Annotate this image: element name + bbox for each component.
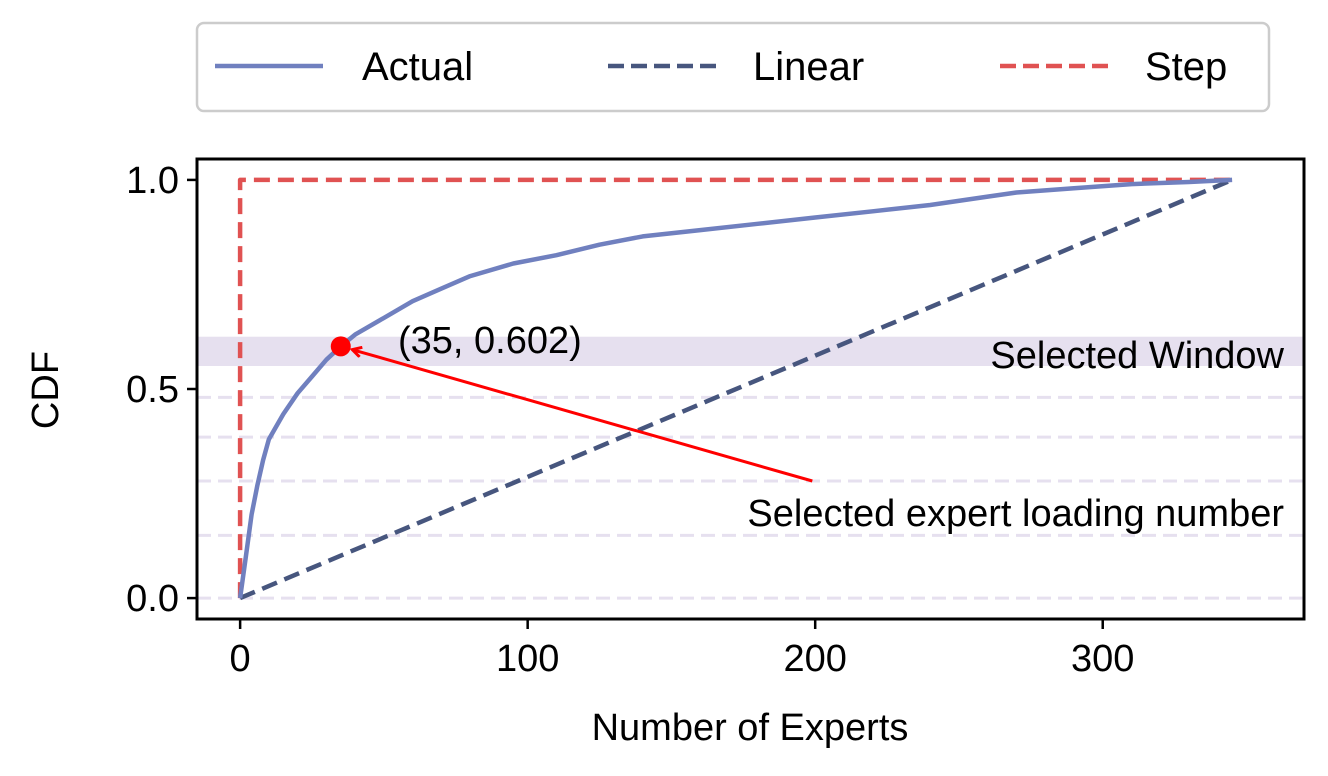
legend: Actual Linear Step	[195, 21, 1271, 113]
highlight-point	[330, 336, 351, 357]
series-linear-line	[239, 177, 1233, 601]
legend-box	[195, 21, 1271, 113]
series-step-line	[237, 177, 1233, 599]
series-actual-line	[237, 177, 1233, 599]
x-axis-label: Number of Experts	[592, 707, 909, 749]
y-tick-label: 1.0	[126, 160, 179, 202]
selected-window-band	[197, 336, 1304, 366]
y-tick-label: 0.0	[126, 578, 179, 620]
x-tick-label: 0	[230, 638, 251, 680]
y-tick-label: 0.5	[126, 369, 179, 411]
legend-actual-label: Actual	[362, 45, 473, 89]
x-tick-label: 200	[783, 638, 846, 680]
legend-step-label: Step	[1145, 45, 1227, 89]
y-axis-label: CDF	[25, 351, 67, 429]
arrow-label: Selected expert loading number	[747, 493, 1284, 535]
window-label: Selected Window	[990, 335, 1284, 377]
x-tick-label: 300	[1071, 638, 1134, 680]
plot-frame	[195, 157, 1306, 621]
point-label: (35, 0.602)	[398, 320, 582, 362]
x-tick-label: 100	[496, 638, 559, 680]
plot-area	[195, 157, 1306, 621]
legend-linear-label: Linear	[753, 45, 864, 89]
annotation-arrow	[352, 350, 813, 483]
